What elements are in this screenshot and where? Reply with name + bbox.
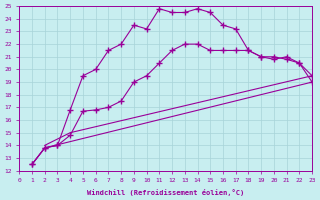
X-axis label: Windchill (Refroidissement éolien,°C): Windchill (Refroidissement éolien,°C) — [87, 189, 244, 196]
